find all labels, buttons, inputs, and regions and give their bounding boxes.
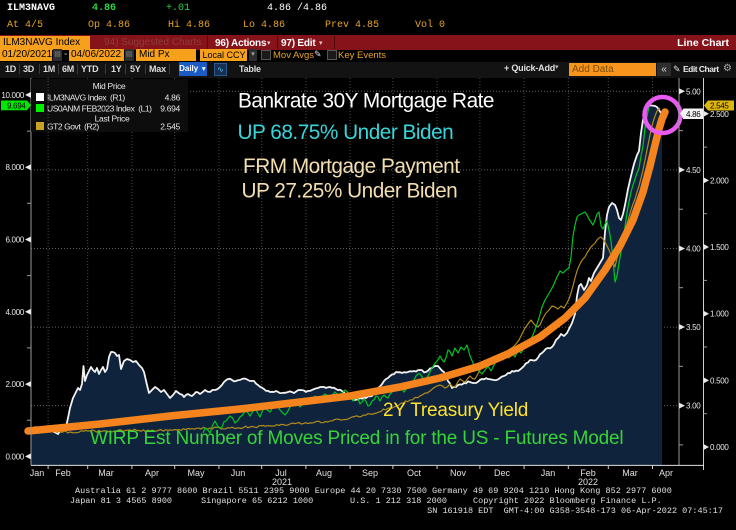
svg-text:Jan: Jan <box>541 468 556 478</box>
svg-text:Mid Price: Mid Price <box>93 81 126 91</box>
svg-text:2Y Treasury Yield: 2Y Treasury Yield <box>383 400 528 421</box>
svg-text:GT2 Govt (R2): GT2 Govt (R2) <box>47 122 99 132</box>
svg-text:8.000: 8.000 <box>5 163 24 172</box>
svg-text:Mar: Mar <box>622 468 638 478</box>
svg-text:1.500: 1.500 <box>710 243 729 252</box>
svg-text:0.000: 0.000 <box>5 452 24 461</box>
svg-text:Apr: Apr <box>659 468 673 478</box>
svg-text:Aug: Aug <box>316 468 332 478</box>
svg-text:2.000: 2.000 <box>710 176 729 185</box>
svg-text:Jan: Jan <box>30 468 45 478</box>
svg-text:0.500: 0.500 <box>710 376 729 385</box>
svg-text:Last Price: Last Price <box>95 114 130 124</box>
svg-text:Mar: Mar <box>98 468 114 478</box>
svg-text:ILM3NAVG Index (R1): ILM3NAVG Index (R1) <box>47 93 125 103</box>
svg-text:Oct: Oct <box>407 468 422 478</box>
svg-text:0.000: 0.000 <box>710 443 729 452</box>
svg-text:Dec: Dec <box>494 468 511 478</box>
svg-text:10.000: 10.000 <box>1 91 25 100</box>
svg-text:Jul: Jul <box>275 468 287 478</box>
svg-text:5.00: 5.00 <box>686 87 701 96</box>
svg-text:4.86: 4.86 <box>165 93 181 103</box>
svg-text:2.000: 2.000 <box>5 380 24 389</box>
svg-text:WIRP Est Number of Moves Price: WIRP Est Number of Moves Priced in for t… <box>90 428 623 449</box>
svg-text:Feb: Feb <box>580 468 596 478</box>
svg-text:UP 68.75% Under Biden: UP 68.75% Under Biden <box>238 121 454 144</box>
svg-text:Jun: Jun <box>231 468 246 478</box>
svg-text:UP 27.25% Under Biden: UP 27.25% Under Biden <box>242 180 458 203</box>
svg-text:US0ANM FEB2023 Index (L1): US0ANM FEB2023 Index (L1) <box>47 104 152 114</box>
svg-text:2022: 2022 <box>578 477 598 487</box>
svg-text:3.50: 3.50 <box>686 323 701 332</box>
svg-text:4.86: 4.86 <box>686 110 701 119</box>
svg-text:4.50: 4.50 <box>686 166 701 175</box>
svg-text:2.545: 2.545 <box>160 122 180 132</box>
svg-text:4.00: 4.00 <box>686 245 701 254</box>
svg-text:6.000: 6.000 <box>5 236 24 245</box>
svg-text:Feb: Feb <box>55 468 71 478</box>
svg-text:Nov: Nov <box>450 468 467 478</box>
svg-text:9.694: 9.694 <box>7 101 26 110</box>
svg-text:May: May <box>187 468 205 478</box>
svg-text:2021: 2021 <box>272 477 292 487</box>
svg-text:9.694: 9.694 <box>160 104 180 114</box>
svg-text:FRM Mortgage Payment: FRM Mortgage Payment <box>243 155 460 178</box>
svg-text:Bankrate 30Y Mortgage Rate: Bankrate 30Y Mortgage Rate <box>238 90 494 113</box>
svg-text:2.545: 2.545 <box>710 102 729 111</box>
svg-text:1.000: 1.000 <box>710 310 729 319</box>
svg-text:4.000: 4.000 <box>5 308 24 317</box>
svg-text:Apr: Apr <box>145 468 159 478</box>
svg-text:Sep: Sep <box>362 468 378 478</box>
svg-text:3.00: 3.00 <box>686 402 701 411</box>
svg-text:2.500: 2.500 <box>710 110 729 119</box>
